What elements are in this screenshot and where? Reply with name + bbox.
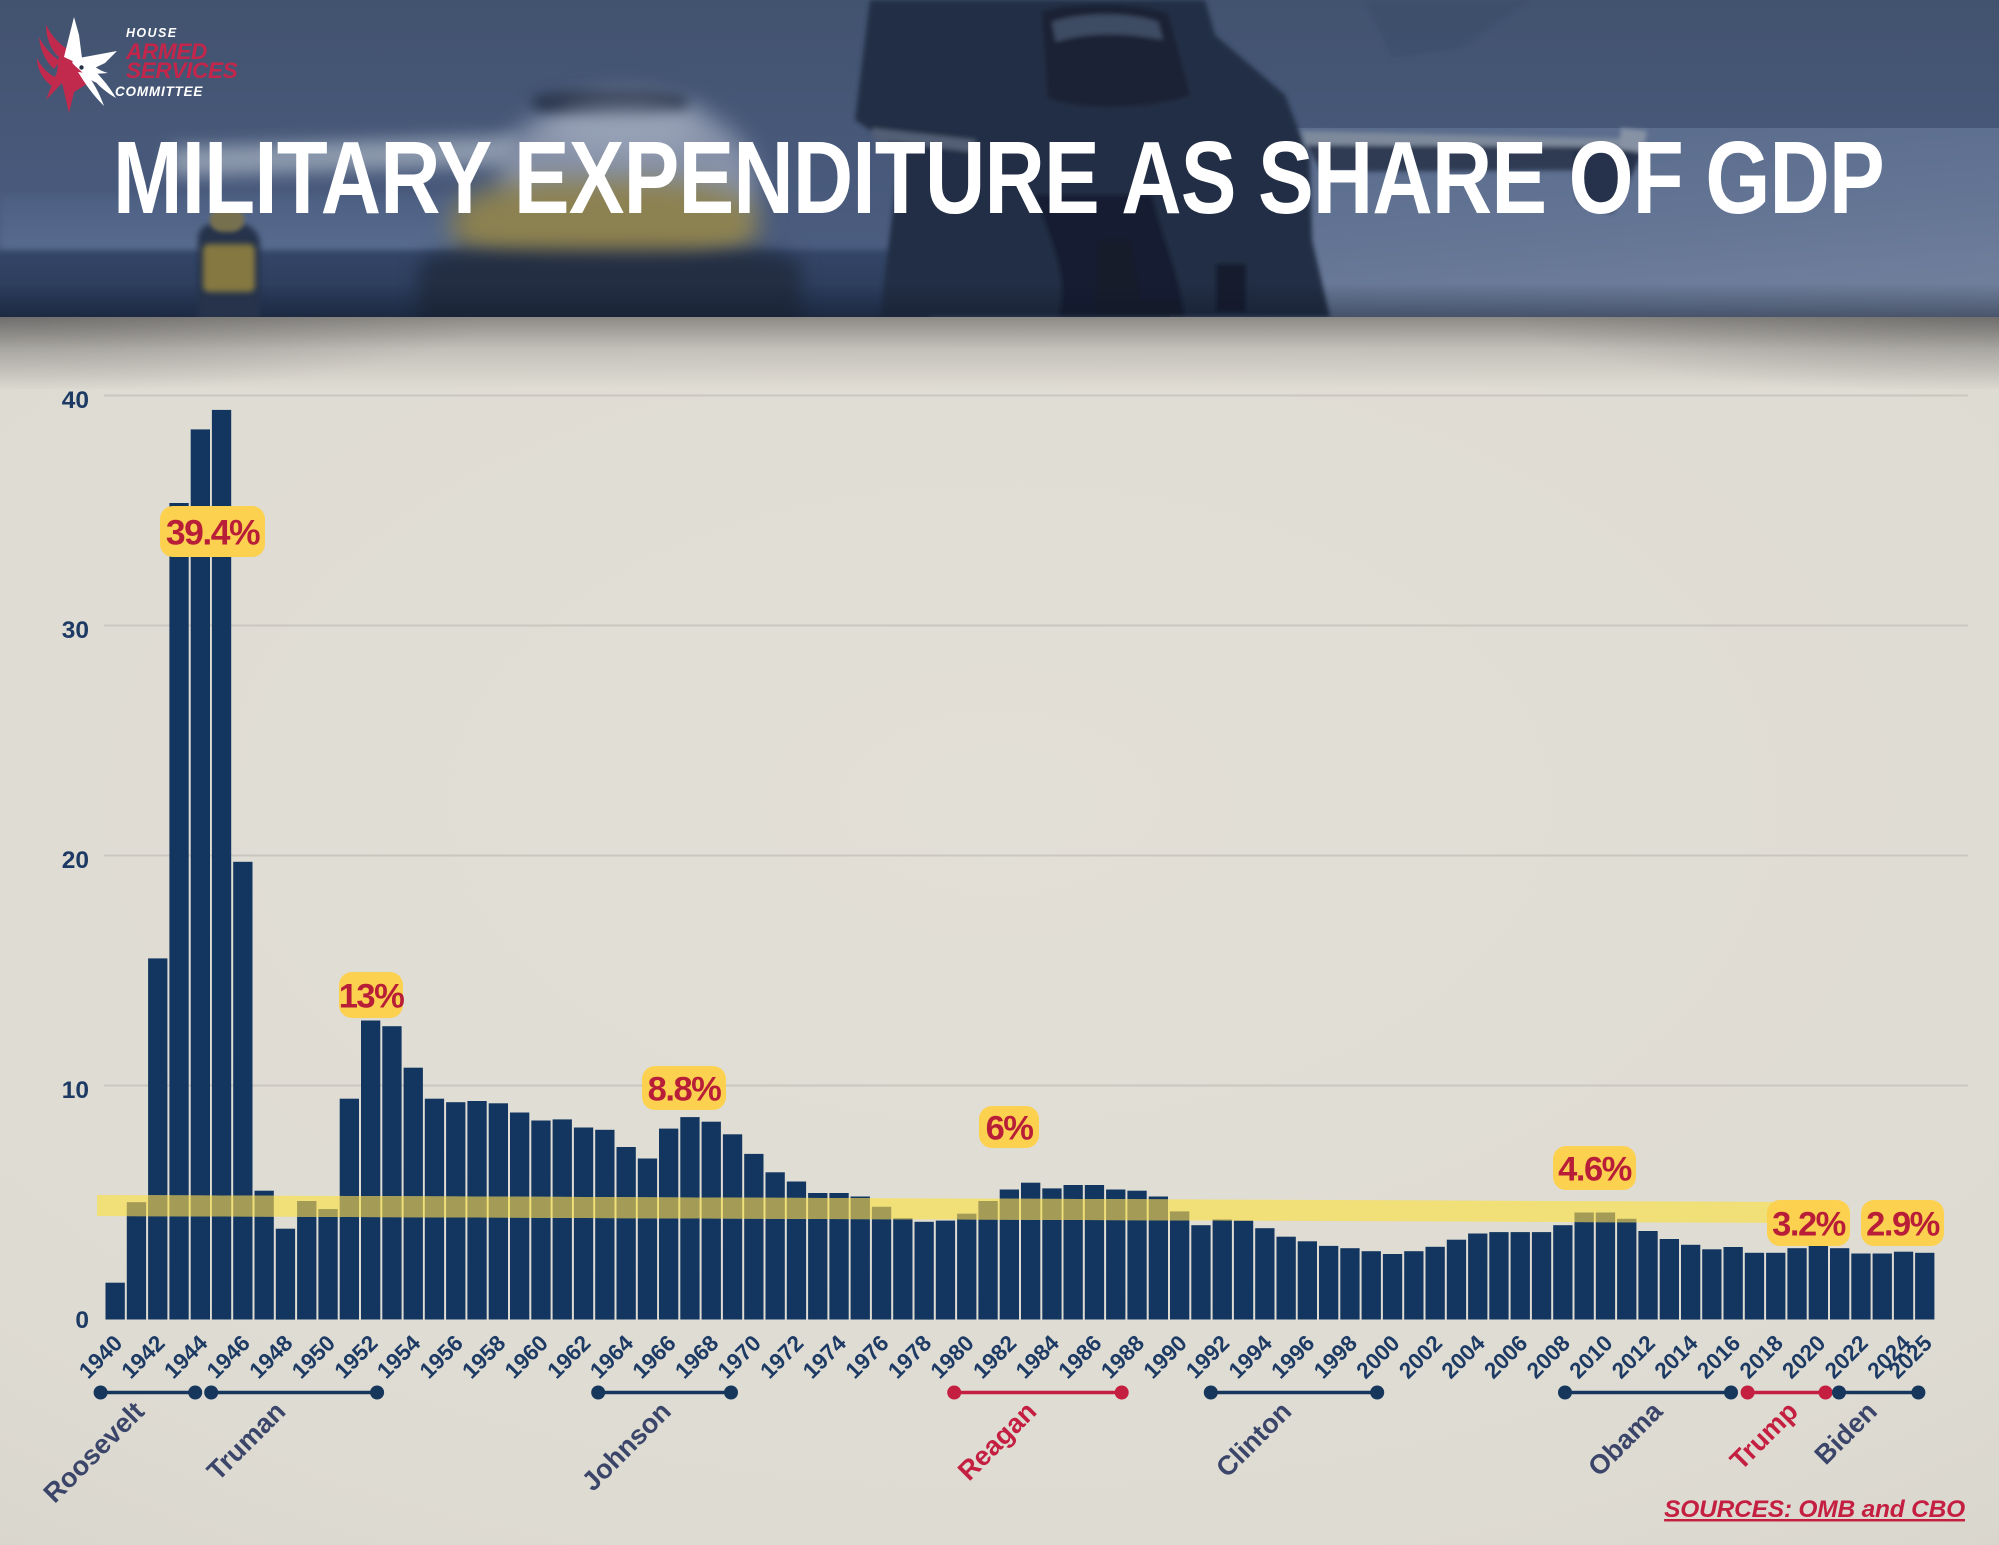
svg-text:8.8%: 8.8% [648,1070,721,1108]
svg-text:4.6%: 4.6% [1558,1150,1631,1188]
svg-text:Clinton: Clinton [1210,1396,1297,1483]
svg-text:39.4%: 39.4% [166,512,260,552]
svg-text:1944: 1944 [159,1330,212,1383]
svg-text:40: 40 [62,387,89,414]
svg-text:1990: 1990 [1139,1330,1192,1383]
svg-text:0: 0 [75,1307,89,1334]
svg-text:1970: 1970 [713,1330,766,1383]
svg-text:1940: 1940 [74,1330,127,1383]
svg-text:1942: 1942 [117,1330,170,1383]
svg-text:1966: 1966 [628,1330,681,1383]
svg-text:1986: 1986 [1053,1330,1106,1383]
svg-text:1982: 1982 [968,1330,1021,1383]
svg-text:1960: 1960 [500,1330,553,1383]
svg-text:30: 30 [62,617,89,644]
svg-text:1948: 1948 [244,1330,297,1383]
svg-text:2004: 2004 [1437,1330,1490,1383]
svg-text:1962: 1962 [542,1330,595,1383]
svg-text:2012: 2012 [1607,1330,1660,1383]
svg-text:2008: 2008 [1522,1330,1575,1383]
svg-text:2006: 2006 [1479,1330,1532,1383]
svg-text:1992: 1992 [1181,1330,1234,1383]
svg-text:Obama: Obama [1582,1395,1669,1482]
svg-text:Trump: Trump [1724,1396,1804,1476]
svg-text:13%: 13% [339,977,404,1015]
svg-text:Johnson: Johnson [576,1396,677,1497]
svg-text:Biden: Biden [1809,1396,1883,1470]
svg-text:20: 20 [62,847,89,874]
svg-text:1968: 1968 [670,1330,723,1383]
svg-text:1974: 1974 [798,1330,851,1383]
svg-text:2014: 2014 [1650,1330,1703,1383]
svg-text:1978: 1978 [883,1330,936,1383]
svg-text:2020: 2020 [1777,1330,1830,1383]
svg-text:1976: 1976 [841,1330,894,1383]
svg-text:10: 10 [62,1077,89,1104]
svg-text:2016: 2016 [1692,1330,1745,1383]
svg-text:1972: 1972 [755,1330,808,1383]
svg-text:1952: 1952 [330,1330,383,1383]
svg-text:1988: 1988 [1096,1330,1149,1383]
svg-text:2022: 2022 [1820,1330,1873,1383]
svg-text:1964: 1964 [585,1330,638,1383]
svg-text:2.9%: 2.9% [1866,1205,1939,1243]
svg-text:1994: 1994 [1224,1330,1277,1383]
svg-text:1950: 1950 [287,1330,340,1383]
svg-text:Truman: Truman [201,1396,291,1486]
svg-text:Reagan: Reagan [952,1396,1042,1486]
svg-text:2000: 2000 [1351,1330,1404,1383]
svg-text:2018: 2018 [1735,1330,1788,1383]
svg-text:1980: 1980 [926,1330,979,1383]
svg-text:1956: 1956 [415,1330,468,1383]
svg-text:3.2%: 3.2% [1772,1205,1845,1243]
svg-text:SOURCES: OMB and CBO: SOURCES: OMB and CBO [1664,1496,1965,1523]
svg-text:1996: 1996 [1266,1330,1319,1383]
svg-text:2002: 2002 [1394,1330,1447,1383]
svg-text:Roosevelt: Roosevelt [38,1396,150,1508]
svg-text:1958: 1958 [457,1330,510,1383]
svg-text:2010: 2010 [1564,1330,1617,1383]
svg-text:1984: 1984 [1011,1330,1064,1383]
svg-text:1946: 1946 [202,1330,255,1383]
svg-text:6%: 6% [986,1109,1034,1147]
svg-text:1998: 1998 [1309,1330,1362,1383]
svg-text:1954: 1954 [372,1330,425,1383]
